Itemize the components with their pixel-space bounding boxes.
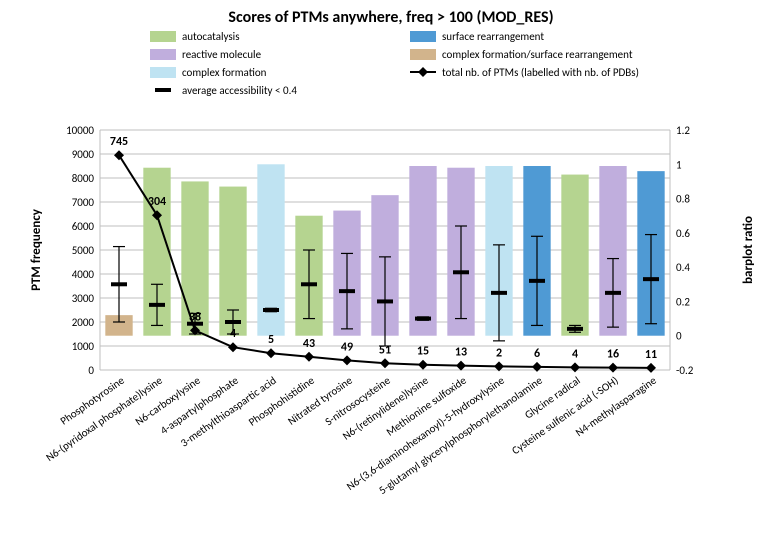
data-label: 43 [303,337,315,351]
legend-label: reactive molecule [182,48,262,61]
y-right-tick: 0.6 [676,227,690,240]
legend-item: autocatalysis [150,30,240,43]
chart-title: Scores of PTMs anywhere, freq > 100 (MOD… [228,8,553,27]
bar [561,175,588,336]
legend-label: total nb. of PTMs (labelled with nb. of … [442,66,639,79]
y-left-tick: 4000 [72,268,95,281]
legend-label: surface rearrangement [442,30,544,43]
y-right-tick: 0.2 [676,295,690,308]
data-label: 11 [645,348,657,362]
y-left-tick: 2000 [72,316,95,329]
data-label: 15 [417,345,429,359]
y-right-label: barplot ratio [741,216,756,284]
data-label: 5 [268,333,274,347]
legend-label: autocatalysis [182,30,240,43]
y-left-tick: 3000 [72,292,95,305]
y-left-label: PTM frequency [29,208,44,291]
data-label: 49 [341,340,353,354]
bar [409,166,436,336]
legend-item: complex formation/surface rearrangement [410,48,633,61]
data-label: 4 [572,347,578,361]
data-label: 16 [607,348,619,362]
data-label: 51 [379,343,391,357]
y-right-tick: 0.4 [676,261,690,274]
legend-label: complex formation [182,66,267,79]
legend-item: surface rearrangement [410,30,544,43]
data-label: 4 [230,327,236,341]
y-right-tick: 0.8 [676,193,690,206]
y-left-tick: 6000 [72,220,95,233]
legend-item: total nb. of PTMs (labelled with nb. of … [410,66,639,79]
y-left-tick: 1000 [72,340,95,353]
data-label: 38 [189,310,201,324]
y-left-tick: 7000 [72,196,95,209]
y-left-tick: 5000 [72,244,95,257]
legend-item: reactive molecule [150,48,262,61]
legend-item: complex formation [150,66,267,79]
y-right-tick: 0 [676,330,682,343]
data-label: 745 [110,135,128,149]
y-left-tick: 8000 [72,172,95,185]
data-label: 304 [148,195,166,209]
legend-label: average accessibility < 0.4 [182,84,297,97]
y-left-tick: 9000 [72,148,95,161]
y-left-tick: 0 [88,364,94,377]
data-label: 6 [534,347,540,361]
y-right-tick: -0.2 [676,364,694,377]
data-label: 2 [496,346,502,360]
ptm-chart: Scores of PTMs anywhere, freq > 100 (MOD… [0,0,782,534]
data-label: 13 [455,346,467,360]
y-left-tick: 10000 [66,124,94,137]
legend-label: complex formation/surface rearrangement [442,48,633,61]
y-right-tick: 1 [676,158,682,171]
y-right-tick: 1.2 [676,124,690,137]
